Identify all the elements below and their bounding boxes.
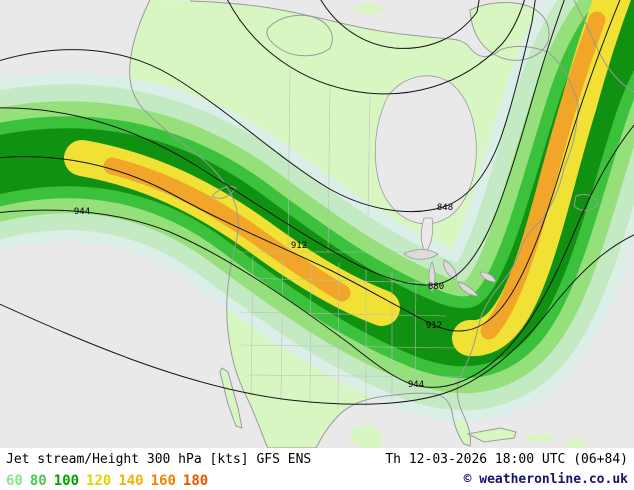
scale-value-60: 60 [6, 472, 23, 489]
contour-labels: 944 912 848 880 912 944 [74, 203, 453, 390]
contour-label: 944 [74, 207, 90, 217]
greenland-coastline [573, 0, 634, 93]
lake-huron [443, 259, 457, 281]
scale-value-160: 160 [150, 472, 176, 489]
hispaniola [526, 434, 554, 442]
inland-water [374, 75, 497, 297]
scale-value-100: 100 [53, 472, 80, 489]
contour-label: 848 [437, 203, 453, 213]
vancouver-island-coastline [211, 185, 237, 199]
contour-880 [0, 0, 565, 286]
lake-erie [457, 281, 479, 297]
contour-label: 880 [428, 282, 444, 292]
copyright-label: © weatheronline.co.uk [463, 471, 628, 487]
jet-core-orange-west [103, 157, 351, 302]
scale-value-80: 80 [29, 472, 47, 489]
hudson-bay [374, 75, 477, 225]
lake-ontario [479, 271, 497, 283]
contour-label: 912 [426, 321, 442, 331]
contour-912 [0, 0, 621, 332]
contour-816-ridge [227, 0, 525, 95]
map-footer: Jet stream/Height 300 hPa [kts] GFS ENS … [0, 448, 634, 490]
newfoundland-coastline [573, 193, 599, 211]
cuba-coastline [466, 427, 517, 443]
contour-784-ridge [320, 0, 480, 49]
caribbean-island [564, 440, 588, 448]
scale-value-180: 180 [182, 472, 209, 489]
contour-944 [0, 124, 634, 388]
scale-value-120: 120 [86, 472, 112, 489]
north-america-coastline [129, 0, 579, 448]
valid-time-label: Th 12-03-2026 18:00 UTC (06+84) [385, 451, 628, 467]
jet-stream-bands [0, 0, 634, 422]
product-title: Jet stream/Height 300 hPa [kts] GFS ENS [6, 451, 312, 467]
height-contours [0, 0, 634, 405]
baffin-coastline [469, 2, 550, 61]
contour-848 [0, 0, 536, 213]
contour-label: 944 [408, 380, 424, 390]
footer-title-row: Jet stream/Height 300 hPa [kts] GFS ENS … [6, 449, 628, 469]
yucatan-peninsula [350, 424, 382, 448]
weather-map-panel: 944 912 848 880 912 944 [0, 0, 634, 448]
contour-label: 912 [291, 241, 307, 251]
cuba [468, 428, 516, 442]
arctic-island-west [266, 15, 333, 56]
weather-map: 944 912 848 880 912 944 [0, 0, 634, 448]
coastlines [129, 0, 634, 448]
contour-976 [0, 234, 634, 405]
footer-legend-row: 60 80 100 120 140 160 180 © weatheronline.co.u… [6, 469, 628, 489]
baja-peninsula [220, 368, 242, 428]
arctic-island-coastline [266, 14, 333, 57]
scale-value-140: 140 [118, 472, 144, 489]
baja-coastline [219, 367, 243, 429]
arctic-island-small [352, 3, 384, 15]
jet-scale: 60 80 100 120 140 160 180 [6, 470, 215, 489]
